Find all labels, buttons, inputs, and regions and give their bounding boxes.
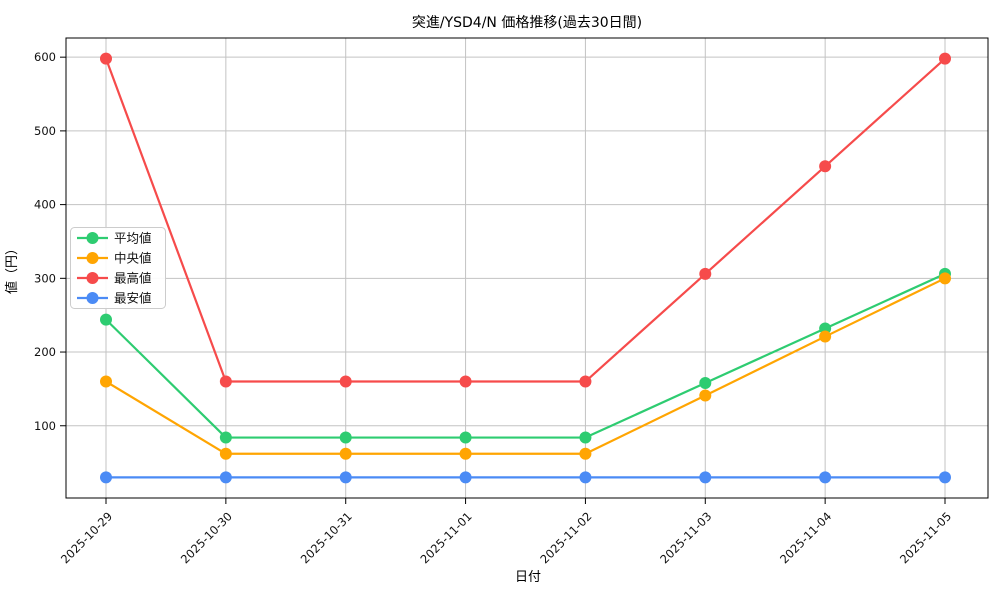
y-tick-label: 400 bbox=[34, 198, 56, 212]
data-point-low bbox=[459, 471, 472, 484]
data-point-high bbox=[939, 52, 951, 65]
y-tick-label: 600 bbox=[34, 50, 56, 64]
legend-label-median: 中央値 bbox=[114, 251, 152, 266]
y-tick-label: 300 bbox=[34, 271, 56, 285]
legend-label-average: 平均値 bbox=[114, 231, 152, 246]
legend-marker-average bbox=[86, 232, 99, 244]
data-point-low bbox=[339, 471, 352, 484]
data-point-average bbox=[100, 313, 112, 326]
data-point-high bbox=[579, 375, 592, 388]
data-point-average bbox=[579, 431, 592, 444]
data-point-low bbox=[699, 471, 712, 484]
x-tick-label: 2025-11-03 bbox=[657, 509, 714, 566]
data-point-low bbox=[219, 471, 232, 484]
data-point-high bbox=[339, 375, 352, 388]
legend-label-high: 最高値 bbox=[114, 271, 152, 286]
data-point-median bbox=[339, 447, 352, 460]
series-line-high bbox=[104, 57, 946, 383]
y-tick-label: 200 bbox=[34, 345, 56, 359]
data-point-median bbox=[100, 375, 112, 388]
legend-box bbox=[70, 227, 166, 309]
y-axis-label: 値（円） bbox=[4, 242, 20, 294]
y-tick-label: 500 bbox=[34, 124, 56, 138]
data-point-average bbox=[219, 431, 232, 444]
data-point-average bbox=[339, 431, 352, 444]
series-line-median bbox=[105, 277, 946, 455]
series-line-average bbox=[105, 272, 946, 439]
x-tick-label: 2025-11-04 bbox=[777, 509, 834, 566]
legend-marker-high bbox=[86, 272, 99, 284]
data-point-high bbox=[219, 375, 232, 388]
data-point-average bbox=[459, 431, 472, 444]
x-tick-label: 2025-11-01 bbox=[418, 509, 475, 566]
plot-border bbox=[65, 37, 989, 499]
x-tick-label: 2025-10-30 bbox=[178, 509, 235, 566]
legend-marker-median bbox=[86, 252, 99, 264]
data-point-median bbox=[939, 272, 951, 285]
plot-area: 100 200 300 400 500 600 2025-10-29 2025-10-30 20… bbox=[34, 37, 989, 566]
data-point-low bbox=[100, 471, 112, 484]
data-point-low bbox=[819, 471, 832, 484]
x-tick-label: 2025-10-31 bbox=[298, 509, 355, 566]
data-point-median bbox=[459, 447, 472, 460]
x-tick-label: 2025-11-02 bbox=[537, 509, 594, 566]
chart-title: 突進/YSD4/N 価格推移(過去30日間) bbox=[412, 15, 642, 31]
data-point-low bbox=[939, 471, 951, 484]
x-tick-label: 2025-11-05 bbox=[897, 509, 954, 566]
data-point-high bbox=[819, 160, 832, 173]
legend-marker-low bbox=[86, 292, 99, 304]
data-point-low bbox=[579, 471, 592, 484]
x-tick-label: 2025-10-29 bbox=[58, 509, 115, 566]
data-point-high bbox=[699, 267, 712, 280]
data-point-average bbox=[699, 377, 712, 389]
data-point-median bbox=[699, 389, 712, 402]
y-tick-label: 100 bbox=[34, 419, 56, 433]
x-axis-label: 日付 bbox=[515, 570, 541, 585]
data-point-median bbox=[579, 447, 592, 460]
data-point-high bbox=[459, 375, 472, 388]
data-point-median bbox=[819, 330, 832, 343]
data-point-high bbox=[100, 52, 112, 65]
legend-label-low: 最安値 bbox=[114, 291, 152, 306]
data-point-median bbox=[219, 447, 232, 460]
